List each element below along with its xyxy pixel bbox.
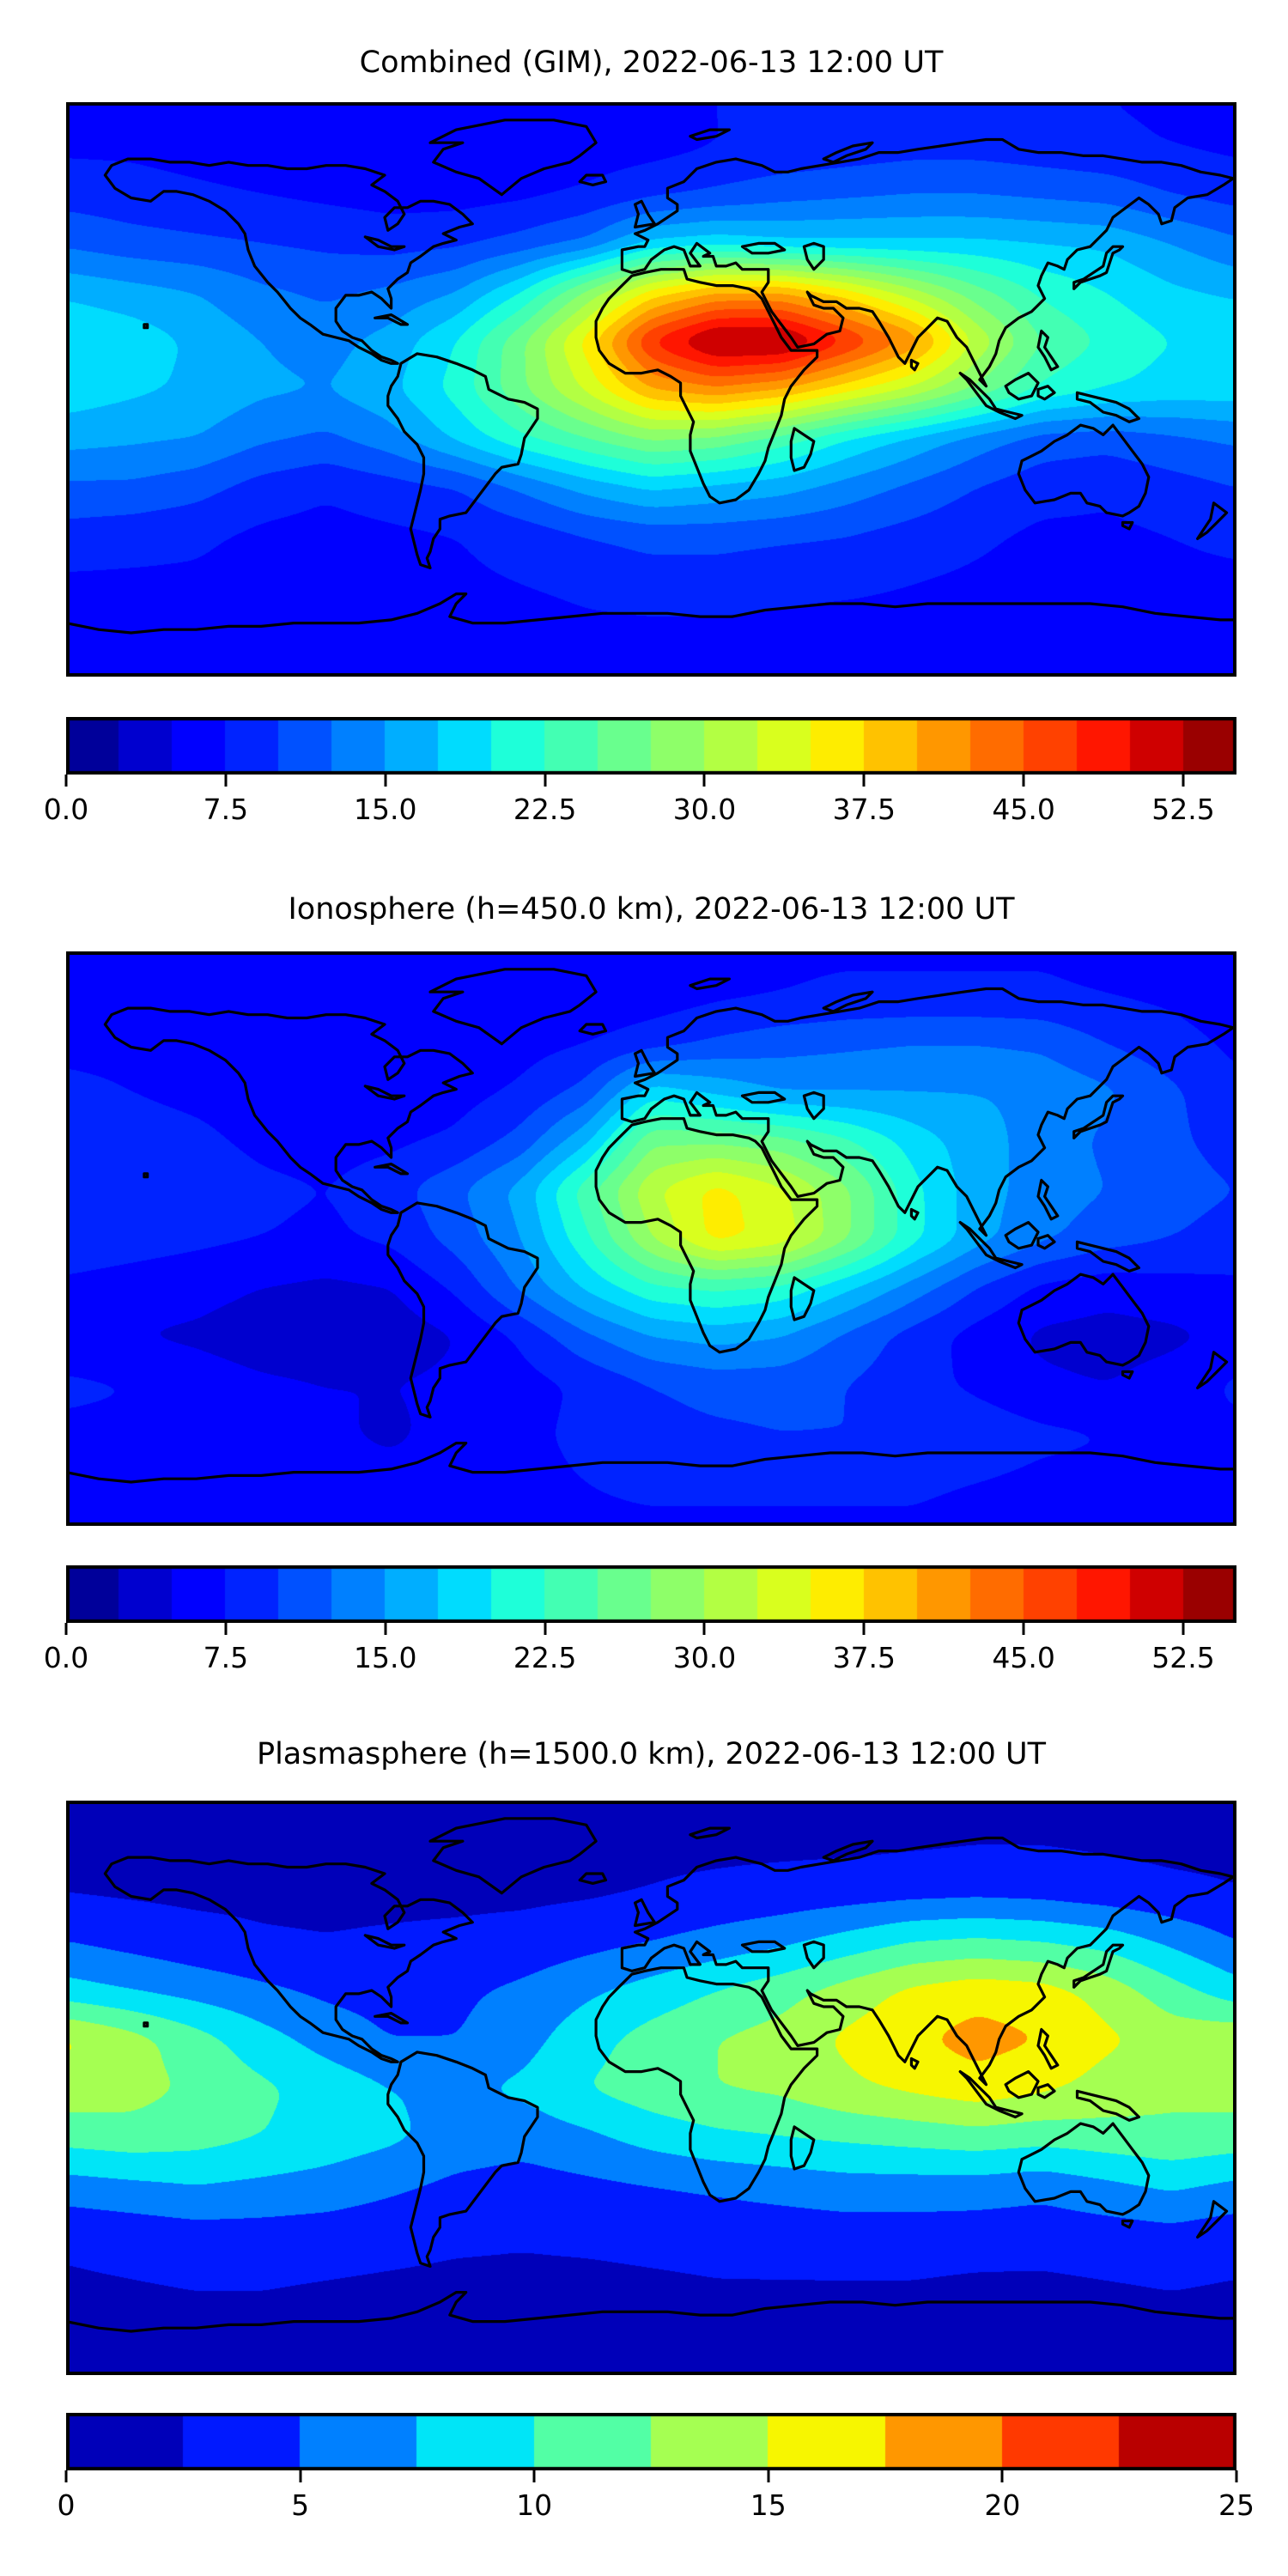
colorbar-tick-label: 45.0 [992,1641,1055,1674]
colorbar-tick-label: 20 [984,2488,1021,2522]
colorbar-tick-label: 30.0 [672,1641,737,1674]
panel-title-ionosphere: Ionosphere (h=450.0 km), 2022-06-13 12:0… [288,892,1015,927]
colorbar-tick-mark [224,1623,228,1635]
colorbar-combined: 0.0 7.5 15.0 22.5 30.0 37.5 45.0 52.5 [44,717,1236,846]
colorbar-plasmasphere: 0 5 10 15 20 25 [58,2413,1255,2542]
colorbar-tick-label: 10 [516,2488,553,2522]
map-frame [66,951,1236,1526]
colorbar-tick-mark [384,1623,387,1635]
colorbar-tick-mark [544,1623,547,1635]
colorbar-tick-mark [1235,2470,1238,2482]
coastline-path [66,968,1236,1526]
map-frame [66,1801,1236,2375]
colorbar-tick-label: 7.5 [203,793,249,826]
coastline-overlay [66,102,1236,677]
colorbar-tick-mark [64,775,68,787]
colorbar-ticks: 0.0 7.5 15.0 22.5 30.0 37.5 45.0 52.5 [44,1565,1236,1694]
colorbar-tick-label: 0.0 [43,793,89,826]
colorbar-tick-mark [702,1623,706,1635]
colorbar-tick-mark [64,1623,68,1635]
colorbar-tick-label: 37.5 [832,793,896,826]
map-frame [66,102,1236,677]
colorbar-tick-label: 37.5 [832,1641,896,1674]
colorbar-tick-label: 30.0 [672,793,737,826]
colorbar-tick-mark [544,775,547,787]
colorbar-tick-mark [1022,775,1025,787]
colorbar-tick-mark [64,2470,68,2482]
colorbar-tick-mark [384,775,387,787]
coastline-path [66,1817,1236,2375]
map-combined-gim [66,102,1236,677]
coastline-path [66,118,1236,677]
colorbar-tick-mark [862,775,866,787]
colorbar-tick-mark [299,2470,302,2482]
colorbar-tick-label: 0.0 [43,1641,89,1674]
coastline-overlay [66,951,1236,1526]
coastline-overlay [66,1801,1236,2375]
colorbar-canvas [66,717,1236,775]
panel-title-plasmasphere: Plasmasphere (h=1500.0 km), 2022-06-13 1… [256,1737,1047,1771]
colorbar-tick-label: 52.5 [1151,793,1215,826]
colorbar-canvas [66,2413,1236,2470]
colorbar-tick-label: 22.5 [513,1641,577,1674]
colorbar-tick-label: 15.0 [353,1641,417,1674]
map-plasmasphere [66,1801,1236,2375]
colorbar-canvas [66,1565,1236,1623]
map-ionosphere [66,951,1236,1526]
colorbar-tick-mark [1022,1623,1025,1635]
colorbar-tick-mark [1000,2470,1004,2482]
colorbar-tick-label: 7.5 [203,1641,249,1674]
colorbar-tick-label: 45.0 [992,793,1055,826]
colorbar-tick-label: 15.0 [353,793,417,826]
colorbar-tick-label: 5 [291,2488,310,2522]
colorbar-ticks: 0 5 10 15 20 25 [58,2413,1255,2542]
colorbar-tick-label: 25 [1218,2488,1255,2522]
colorbar-tick-label: 22.5 [513,793,577,826]
colorbar-tick-label: 0 [57,2488,76,2522]
colorbar-ticks: 0.0 7.5 15.0 22.5 30.0 37.5 45.0 52.5 [44,717,1236,846]
colorbar-ionosphere: 0.0 7.5 15.0 22.5 30.0 37.5 45.0 52.5 [44,1565,1236,1694]
colorbar-tick-mark [767,2470,770,2482]
colorbar-tick-mark [702,775,706,787]
colorbar-tick-mark [1182,775,1185,787]
colorbar-tick-label: 15 [750,2488,787,2522]
colorbar-tick-mark [532,2470,536,2482]
colorbar-tick-mark [1182,1623,1185,1635]
colorbar-tick-mark [224,775,228,787]
colorbar-tick-mark [862,1623,866,1635]
panel-title-combined: Combined (GIM), 2022-06-13 12:00 UT [359,46,944,80]
colorbar-tick-label: 52.5 [1151,1641,1215,1674]
